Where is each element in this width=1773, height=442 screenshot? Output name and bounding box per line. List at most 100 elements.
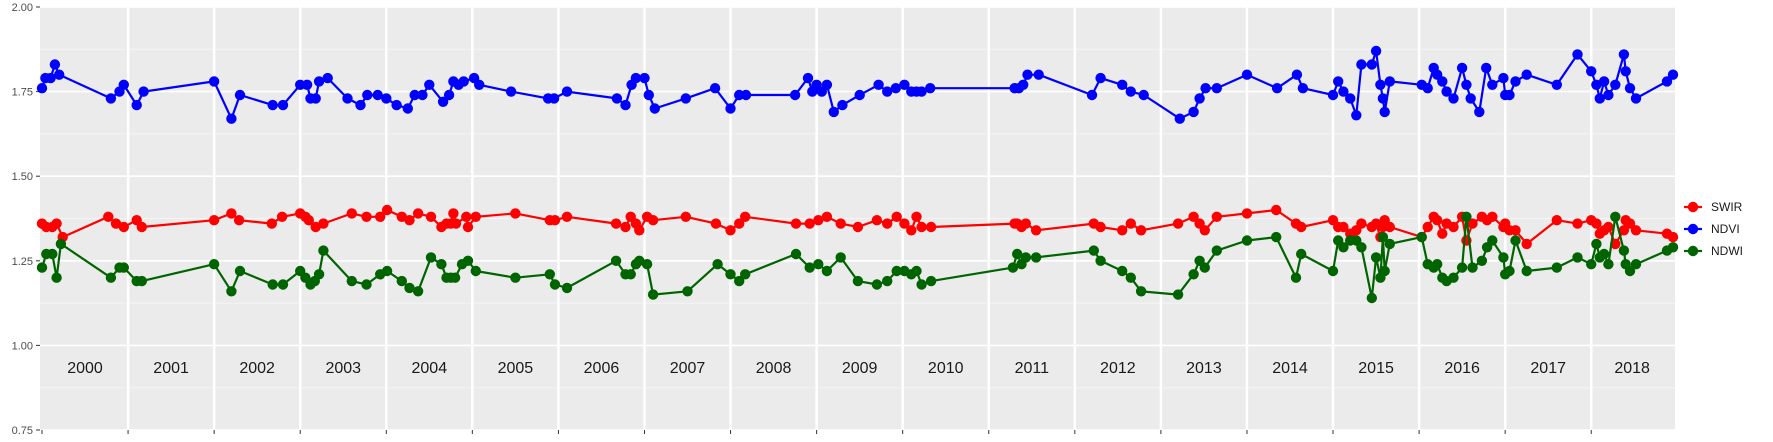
data-point-ndvi [402, 103, 413, 114]
data-point-ndwi [634, 255, 645, 266]
data-point-ndwi [1510, 235, 1521, 246]
data-point-ndwi [911, 265, 922, 277]
data-point-ndvi [1465, 93, 1476, 104]
data-point-ndwi [47, 248, 58, 260]
data-point-swir [790, 218, 802, 229]
data-point-ndwi [1610, 211, 1621, 222]
year-label: 2009 [842, 360, 878, 377]
y-tick-label: 0.75 [12, 425, 33, 437]
series-ndvi [36, 45, 1679, 124]
data-point-ndvi [1521, 69, 1532, 80]
data-point-ndwi [1476, 255, 1488, 266]
data-point-swir [1630, 225, 1642, 236]
data-point-swir [1211, 211, 1223, 222]
data-point-swir [103, 211, 114, 222]
data-point-ndvi [355, 99, 366, 111]
data-point-ndvi [1551, 79, 1563, 91]
data-point-ndwi [267, 279, 278, 290]
data-point-ndvi [1610, 79, 1621, 91]
data-point-swir [318, 218, 329, 229]
data-point-swir [925, 221, 937, 233]
year-label: 2007 [670, 360, 706, 377]
data-point-ndwi [712, 259, 723, 270]
legend-item-ndvi: NDVI [1684, 222, 1740, 236]
data-point-ndvi [1297, 83, 1309, 94]
data-point-ndwi [1296, 248, 1307, 260]
data-point-ndwi [1630, 259, 1642, 270]
data-point-ndwi [1504, 265, 1515, 277]
data-point-ndwi [449, 272, 461, 283]
data-point-ndvi [890, 83, 901, 94]
legend-key-point [1687, 201, 1699, 213]
data-point-ndvi [409, 89, 420, 101]
data-point-swir [1296, 221, 1307, 233]
data-point-ndvi [372, 89, 383, 101]
data-point-swir [549, 215, 561, 226]
data-point-ndvi [1370, 45, 1382, 57]
data-point-ndwi [470, 265, 481, 277]
data-point-ndwi [1521, 265, 1532, 277]
data-point-ndvi [1333, 76, 1344, 87]
data-point-swir [647, 215, 659, 226]
data-point-ndvi [1327, 89, 1339, 101]
data-point-swir [916, 221, 927, 233]
data-point-swir [1624, 218, 1636, 229]
data-point-swir [821, 211, 833, 222]
data-point-ndwi [1290, 272, 1302, 283]
data-point-swir [620, 221, 631, 233]
data-point-ndvi [1618, 49, 1630, 60]
data-point-ndvi [1594, 93, 1606, 104]
data-point-ndwi [1370, 252, 1382, 263]
data-point-ndwi [1020, 252, 1031, 263]
data-point-swir [891, 211, 902, 222]
data-point-ndvi [725, 103, 736, 114]
data-point-ndvi [391, 99, 402, 111]
data-point-swir [1271, 204, 1282, 216]
data-point-ndvi [362, 89, 373, 101]
data-point-ndvi [505, 86, 517, 97]
data-point-swir [375, 211, 386, 222]
year-label: 2005 [498, 360, 534, 377]
data-point-ndwi [647, 289, 659, 300]
data-point-ndvi [118, 79, 129, 91]
data-point-ndwi [1591, 238, 1602, 250]
data-point-ndvi [1437, 76, 1448, 87]
data-point-ndwi [925, 275, 937, 287]
data-point-ndvi [854, 89, 865, 101]
data-point-ndvi [301, 79, 313, 91]
data-point-ndwi [136, 275, 147, 287]
data-point-ndwi [118, 262, 129, 273]
data-point-ndvi [131, 99, 142, 111]
data-point-ndvi [381, 93, 392, 104]
data-point-ndwi [725, 269, 736, 280]
data-point-ndwi [1448, 272, 1459, 283]
data-point-ndwi [1598, 248, 1610, 260]
data-point-ndvi [1095, 72, 1106, 84]
data-point-ndwi [549, 279, 561, 290]
data-point-ndwi [561, 282, 573, 294]
y-tick-label: 1.50 [12, 171, 33, 183]
data-point-ndwi [610, 255, 622, 266]
data-point-ndvi [36, 83, 48, 94]
data-point-ndwi [1416, 231, 1427, 243]
data-point-ndwi [412, 286, 424, 297]
data-point-ndwi [1572, 252, 1583, 263]
data-point-ndvi [828, 106, 839, 118]
data-point-ndvi [208, 76, 220, 87]
data-point-ndwi [1172, 289, 1184, 300]
data-point-ndwi [835, 252, 846, 263]
data-point-ndwi [882, 275, 893, 287]
data-point-ndwi [1007, 262, 1019, 273]
data-point-swir [1422, 221, 1433, 233]
data-point-ndvi [1504, 89, 1515, 101]
data-point-ndvi [1174, 113, 1186, 124]
data-point-swir [208, 215, 220, 226]
data-point-ndvi [1456, 62, 1468, 74]
data-point-swir [1117, 225, 1128, 236]
legend-label: SWIR [1711, 200, 1743, 214]
data-point-ndvi [1441, 86, 1452, 97]
data-point-ndvi [443, 89, 455, 101]
data-point-ndwi [891, 265, 902, 277]
data-point-ndvi [649, 103, 660, 114]
